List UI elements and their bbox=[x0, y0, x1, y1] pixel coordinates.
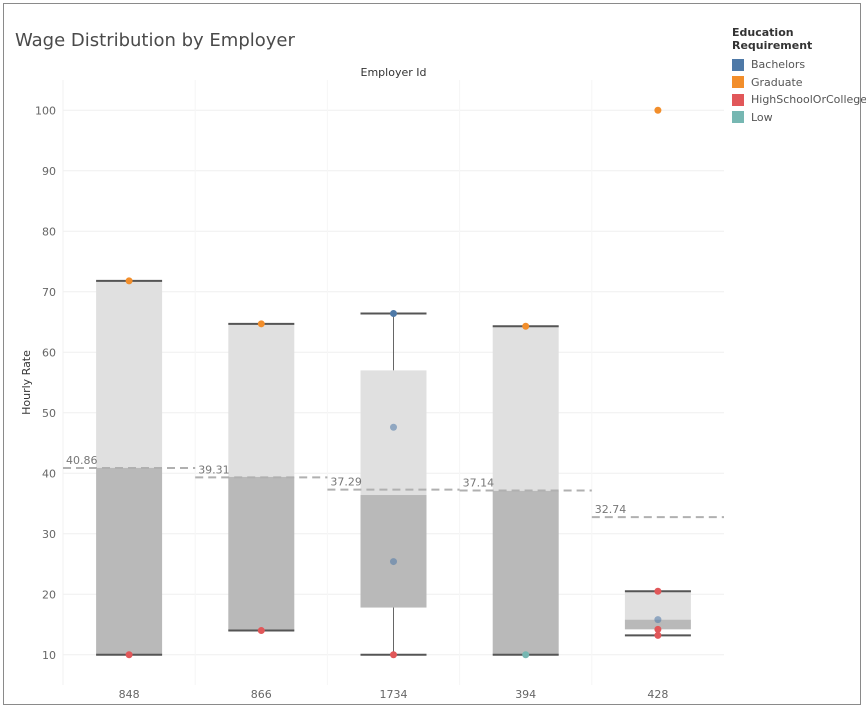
legend-swatch-low bbox=[732, 111, 744, 124]
box-upper bbox=[492, 326, 559, 491]
reference-label: 37.14 bbox=[463, 477, 495, 490]
x-tick-label: 848 bbox=[119, 688, 140, 701]
data-point bbox=[654, 625, 662, 633]
legend-label: Graduate bbox=[751, 75, 803, 89]
chart-title: Wage Distribution by Employer bbox=[15, 30, 295, 51]
column-header: Employer Id bbox=[361, 66, 427, 79]
box-upper bbox=[228, 323, 295, 477]
data-point bbox=[390, 310, 397, 318]
box-upper bbox=[360, 370, 427, 496]
data-point bbox=[654, 587, 662, 595]
legend: Education Requirement Bachelors Graduate… bbox=[732, 26, 866, 126]
y-tick-label: 80 bbox=[42, 225, 56, 238]
y-tick-label: 60 bbox=[42, 346, 56, 359]
y-tick-label: 10 bbox=[42, 649, 56, 662]
data-point bbox=[390, 423, 397, 431]
reference-label: 40.86 bbox=[66, 454, 98, 467]
data-point bbox=[390, 558, 397, 566]
y-tick-label: 90 bbox=[42, 165, 56, 178]
legend-label: Low bbox=[751, 110, 773, 124]
x-tick-label: 1734 bbox=[380, 688, 408, 701]
data-point bbox=[125, 277, 133, 285]
data-point bbox=[257, 627, 265, 635]
data-point bbox=[390, 651, 397, 659]
y-axis-label: Hourly Rate bbox=[20, 350, 33, 415]
data-point bbox=[654, 106, 662, 114]
box-lower bbox=[228, 476, 295, 631]
y-tick-label: 100 bbox=[35, 104, 56, 117]
data-point bbox=[654, 616, 662, 624]
box-lower bbox=[96, 467, 163, 655]
legend-swatch-bachelors bbox=[732, 58, 744, 71]
legend-item-highschoolorcollege[interactable]: HighSchoolOrCollege bbox=[732, 91, 866, 109]
x-tick-label: 428 bbox=[647, 688, 668, 701]
legend-item-graduate[interactable]: Graduate bbox=[732, 74, 866, 92]
legend-swatch-graduate bbox=[732, 76, 744, 89]
y-tick-label: 40 bbox=[42, 467, 56, 480]
box-upper bbox=[96, 280, 163, 468]
y-tick-label: 70 bbox=[42, 286, 56, 299]
box-lower bbox=[624, 619, 691, 630]
data-point bbox=[654, 631, 662, 639]
reference-label: 37.29 bbox=[330, 476, 362, 489]
legend-item-bachelors[interactable]: Bachelors bbox=[732, 56, 866, 74]
legend-item-low[interactable]: Low bbox=[732, 109, 866, 127]
box-lower bbox=[360, 495, 427, 608]
legend-label: HighSchoolOrCollege bbox=[751, 93, 866, 107]
box-upper bbox=[624, 591, 691, 620]
legend-swatch-highschoolorcollege bbox=[732, 93, 744, 106]
data-point bbox=[522, 322, 530, 330]
data-point bbox=[125, 651, 133, 659]
legend-label: Bachelors bbox=[751, 58, 806, 72]
x-tick-label: 394 bbox=[515, 688, 536, 701]
reference-label: 32.74 bbox=[595, 503, 627, 516]
reference-label: 39.31 bbox=[198, 463, 230, 476]
y-tick-label: 30 bbox=[42, 528, 56, 541]
y-tick-label: 50 bbox=[42, 407, 56, 420]
x-tick-label: 866 bbox=[251, 688, 272, 701]
y-tick-label: 20 bbox=[42, 588, 56, 601]
data-point bbox=[522, 651, 530, 659]
data-point bbox=[257, 320, 265, 328]
box-lower bbox=[492, 490, 559, 655]
legend-title: Education Requirement bbox=[732, 26, 813, 52]
chart-frame bbox=[3, 3, 861, 705]
